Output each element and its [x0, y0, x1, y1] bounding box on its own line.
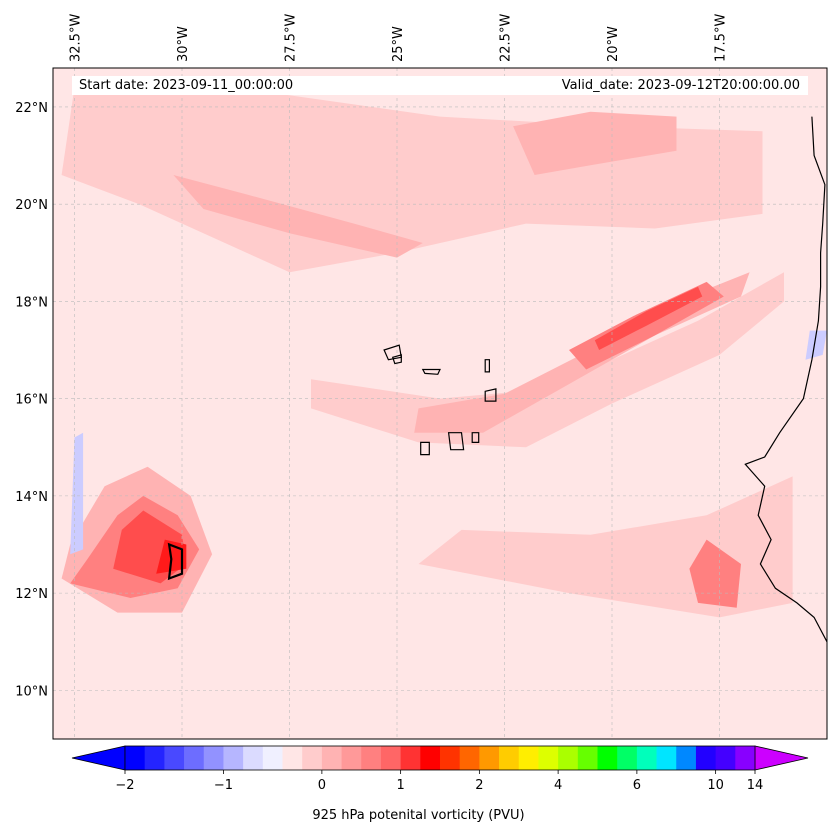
start-date-label: Start date: 2023-09-11_00:00:00 [72, 76, 432, 95]
colorbar-tick-label: 10 [707, 778, 724, 793]
colorbar-over-arrow [754, 745, 809, 771]
colorbar-swatch [577, 746, 598, 770]
lon-tick-label: 20°W [606, 26, 621, 62]
colorbar-swatch [558, 746, 579, 770]
lon-tick-label: 22.5°W [499, 14, 514, 62]
colorbar-swatch [499, 746, 520, 770]
island-sao-nicolau [421, 368, 441, 375]
island-sao-vicente [391, 354, 402, 365]
lat-tick-label: 14°N [15, 490, 48, 505]
colorbar-swatch [144, 746, 165, 770]
colorbar-swatch [420, 746, 441, 770]
colorbar-swatch [380, 746, 402, 770]
colorbar-swatch [518, 746, 539, 770]
lat-tick-label: 12°N [15, 587, 48, 602]
island-santiago [447, 432, 465, 451]
pv-region-southeast-core [689, 539, 741, 608]
lon-tick-label: 17.5°W [714, 14, 729, 62]
colorbar: −2 −1 0 1 2 4 6 10 14 [71, 745, 809, 793]
colorbar-tick-label: −1 [214, 778, 233, 793]
pv-contour-fills [61, 87, 827, 618]
pv-region-northeast-patch [513, 111, 677, 175]
pv-region-cape-verde-band [311, 272, 784, 448]
colorbar-swatch [440, 746, 461, 770]
colorbar-swatch [243, 746, 264, 770]
colorbar-swatch [203, 746, 224, 770]
colorbar-swatch [597, 746, 618, 770]
valid-date-label: Valid_date: 2023-09-12T20:00:00.00 [432, 76, 808, 95]
colorbar-swatch [164, 746, 185, 770]
latitude-labels: 22°N 20°N 18°N 16°N 14°N 12°N 10°N [15, 101, 48, 699]
island-boa-vista [484, 388, 497, 402]
colorbar-swatch [676, 746, 697, 770]
lon-tick-label: 32.5°W [69, 14, 84, 62]
pv-region-cape-verde-jet-max [594, 286, 703, 350]
colorbar-swatch [223, 746, 244, 770]
lat-tick-label: 18°N [15, 295, 48, 310]
colorbar-outline [124, 745, 756, 771]
colorbar-tick-label: 1 [396, 778, 404, 793]
lon-tick-label: 27.5°W [284, 14, 299, 62]
colorbar-tick-label: 2 [475, 778, 483, 793]
colorbar-swatch [184, 746, 205, 770]
colorbar-swatch [735, 746, 756, 770]
colorbar-tick-label: −2 [115, 778, 134, 793]
lat-tick-label: 16°N [15, 393, 48, 408]
colorbar-swatch [262, 746, 283, 770]
gridlines [53, 68, 827, 739]
1pvu-contour [167, 542, 184, 581]
colorbar-swatch [400, 746, 421, 770]
pv-region-coast-blue-patch [805, 330, 827, 360]
island-fogo [420, 441, 430, 456]
africa-coastline [744, 116, 827, 643]
colorbar-swatch [636, 746, 657, 770]
lat-tick-label: 20°N [15, 198, 48, 213]
colorbar-swatch [341, 746, 362, 770]
coastline [167, 116, 827, 643]
map-panel [53, 68, 827, 739]
lat-tick-label: 22°N [15, 101, 48, 116]
colorbar-tick-label: 4 [554, 778, 562, 793]
colorbar-under-arrow [71, 745, 126, 771]
colorbar-swatch [656, 746, 677, 770]
colorbar-swatch [617, 746, 638, 770]
longitude-labels: 32.5°W 30°W 27.5°W 25°W 22.5°W 20°W 17.5°W [69, 14, 729, 62]
lon-tick-label: 25°W [391, 26, 406, 62]
colorbar-swatch [361, 746, 382, 770]
pv-region-northern-streak [173, 175, 423, 258]
colorbar-tick-label: 0 [318, 778, 326, 793]
colorbar-swatch [538, 746, 559, 770]
pv-region-west-blue-streak [70, 432, 84, 555]
map-frame [52, 67, 828, 740]
colorbar-swatch [125, 746, 146, 770]
colorbar-title: 925 hPa potenital vorticity (PVU) [312, 808, 525, 823]
colorbar-swatch [459, 746, 480, 770]
lat-tick-label: 10°N [15, 684, 48, 699]
colorbar-swatch [321, 746, 342, 770]
colorbar-swatch [695, 746, 717, 770]
colorbar-tick-label: 6 [633, 778, 641, 793]
lon-tick-label: 30°W [176, 26, 191, 62]
colorbar-swatch [479, 746, 500, 770]
colorbar-swatch [282, 746, 303, 770]
island-sal [484, 359, 490, 373]
colorbar-swatch [715, 746, 736, 770]
colorbar-swatch [302, 746, 323, 770]
colorbar-tick-label: 14 [747, 778, 764, 793]
island-maio [471, 432, 480, 443]
